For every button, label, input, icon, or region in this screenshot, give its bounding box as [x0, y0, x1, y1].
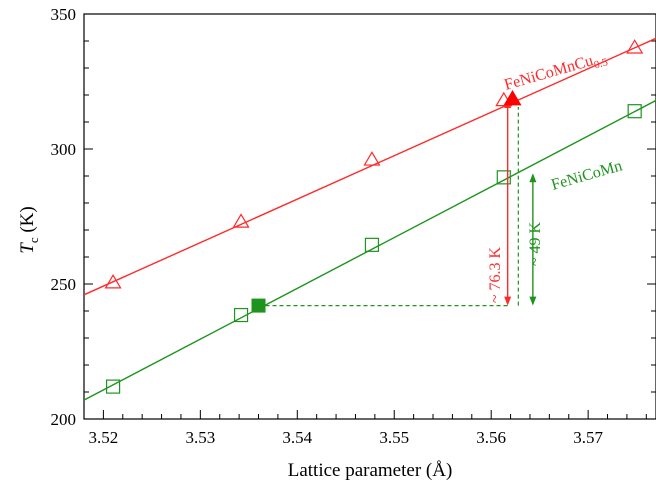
series-label-fenicomncu-name: FeNiCoMnCu: [502, 52, 595, 94]
data-point-square: [627, 104, 642, 119]
data-point-square: [496, 170, 511, 185]
data-marks: [84, 37, 656, 401]
delta-label-red: ~ 76.3 K: [487, 246, 504, 303]
plot-area: [83, 13, 656, 420]
data-point-triangle: [626, 39, 644, 54]
x-tick-label: 3.56: [476, 428, 506, 447]
y-axis-label-symbol: T: [17, 242, 38, 254]
y-axis-label-unit: (K): [17, 206, 38, 237]
y-tick-label: 250: [51, 275, 77, 294]
red-arrow-head-bottom: [504, 296, 512, 306]
x-axis-label: Lattice parameter (Å): [288, 460, 453, 481]
delta-label-green: ~ 49 K: [527, 221, 544, 266]
y-tick-label: 200: [51, 410, 77, 429]
y-tick-label: 300: [51, 140, 77, 159]
green-arrow-head-bottom: [529, 296, 537, 306]
y-axis-label: Tc (K): [17, 206, 41, 254]
data-point-triangle: [104, 273, 122, 289]
x-tick-label: 3.54: [282, 428, 312, 447]
highlight-triangle-marker: [503, 90, 522, 106]
series-label-fenicomncu-sub: 0.5: [593, 56, 610, 71]
series-label-fenicomn: FeNiCoMn: [549, 157, 624, 193]
green-arrow-head-top: [529, 173, 537, 183]
y-tick-label: 350: [51, 5, 77, 24]
x-tick-label: 3.53: [185, 428, 215, 447]
plot-frame: [83, 13, 656, 420]
x-tick-label: 3.55: [379, 428, 409, 447]
y-axis-label-subscript: c: [26, 237, 41, 243]
axis-ticks: 3.52 3.53 3.54 3.55 3.56 3.57 200 250 300 350: [51, 5, 656, 447]
highlight-square-marker: [251, 298, 266, 313]
series-label-fenicomncu: FeNiCoMnCu0.5: [502, 48, 609, 96]
data-point-square: [364, 237, 380, 252]
fit-line-series-1: [84, 99, 656, 401]
data-point-triangle: [363, 151, 381, 166]
x-tick-label: 3.57: [573, 428, 603, 447]
fit-line-series-0: [84, 37, 656, 296]
data-point-square: [233, 307, 249, 323]
data-point-square: [105, 379, 121, 394]
data-point-triangle: [232, 213, 250, 228]
annotations: [251, 90, 537, 313]
x-tick-label: 3.52: [89, 428, 119, 447]
